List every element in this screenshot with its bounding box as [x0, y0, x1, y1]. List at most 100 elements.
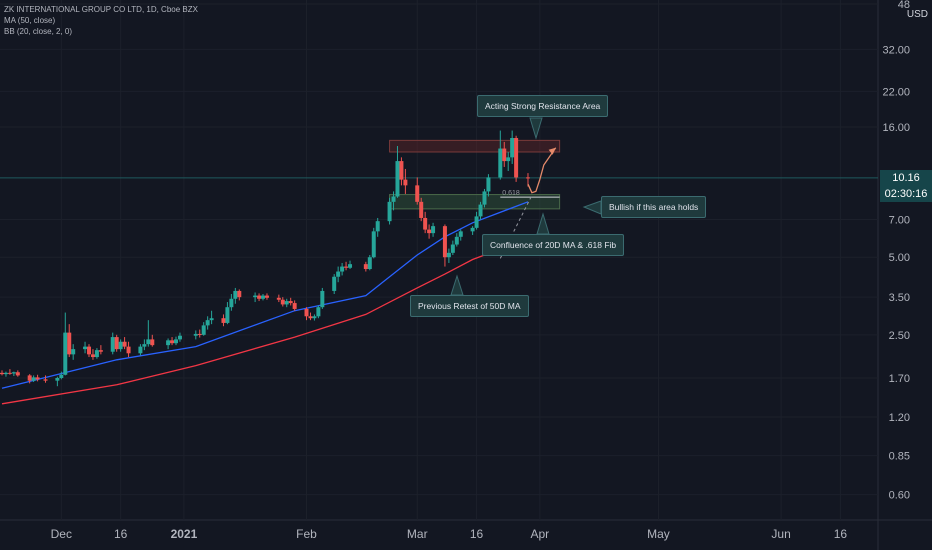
resistance-pointer [529, 117, 543, 140]
candle-body [498, 148, 503, 178]
candle [90, 349, 95, 360]
candle-body [98, 350, 103, 352]
candle [98, 345, 103, 355]
candle [288, 297, 293, 306]
candle [229, 294, 234, 311]
candle [205, 316, 210, 330]
candle-body [257, 295, 262, 299]
candle-body [288, 301, 293, 304]
candle [450, 240, 455, 256]
candle [174, 336, 179, 346]
candle-body [474, 216, 479, 228]
candle-body [454, 236, 459, 245]
candle-body [387, 201, 392, 222]
candle [514, 135, 519, 182]
bullish-annotation[interactable]: Bullish if this area holds [601, 196, 707, 218]
candle [166, 338, 171, 350]
candle [391, 191, 396, 211]
candle-body [336, 271, 341, 277]
candle [55, 376, 60, 387]
candle-body [142, 344, 147, 347]
candle-body [205, 320, 210, 326]
candle-body [264, 295, 269, 298]
price-axis[interactable]: 48 32.00 22.00 16.00 7.00 5.00 3.50 2.50 1.70 1.2… [882, 0, 910, 502]
candle [284, 298, 289, 308]
candle [261, 294, 266, 301]
ma-legend[interactable]: MA (50, close) [4, 16, 56, 25]
candle-body [43, 379, 48, 381]
candle-body [201, 325, 206, 335]
candle-body [280, 299, 285, 305]
candle [201, 322, 206, 336]
candle-body [332, 276, 337, 291]
projection-arrowhead [548, 147, 556, 155]
candle [474, 211, 479, 230]
candles [0, 130, 530, 387]
price-tick-label: 0.85 [889, 451, 910, 463]
candle [193, 330, 198, 340]
symbol-title[interactable]: ZK INTERNATIONAL GROUP CO LTD, 1D, Cboe … [4, 5, 198, 14]
candle-body [87, 346, 92, 355]
candle-body [320, 290, 325, 308]
candle [59, 371, 64, 380]
candle [375, 217, 380, 237]
candle-body [510, 138, 515, 158]
candle-body [193, 333, 198, 336]
candle-body [94, 350, 99, 358]
retest-annotation[interactable]: Previous Retest of 50D MA [410, 295, 529, 317]
candle-body [27, 375, 32, 381]
price-tick-label: 16.00 [882, 122, 910, 134]
candle-body [11, 372, 16, 374]
candle-body [525, 177, 530, 179]
candle [264, 293, 269, 300]
time-tick-label: Apr [531, 527, 550, 541]
candle-body [276, 297, 281, 300]
candle [316, 305, 321, 319]
candle-body [502, 148, 507, 162]
time-axis[interactable]: Dec 16 2021 Feb Mar 16 Apr May Jun 16 [51, 527, 848, 541]
candle-body [340, 266, 345, 272]
candle-body [221, 318, 226, 323]
candle-body [209, 318, 214, 321]
candle [482, 188, 487, 208]
indicator-lines [1, 201, 529, 405]
candle [221, 314, 226, 327]
candle [27, 374, 32, 384]
candle [94, 348, 99, 359]
last-price-tag: 10.16 [880, 170, 932, 186]
candle-body [399, 161, 404, 180]
candle-body [83, 346, 88, 350]
candle [304, 307, 309, 321]
resistance-annotation[interactable]: Acting Strong Resistance Area [477, 95, 609, 117]
candle-body [138, 346, 143, 354]
candle-body [284, 301, 289, 305]
candle-body [67, 332, 72, 355]
bb-legend[interactable]: BB (20, close, 2, 0) [4, 27, 73, 36]
time-tick-label: Jun [771, 527, 790, 541]
candle-body [126, 346, 131, 354]
candle-body [118, 341, 123, 350]
candle-body [150, 339, 155, 346]
candle [233, 287, 238, 304]
candle [478, 201, 483, 220]
candle-body [55, 378, 60, 381]
currency-label[interactable]: USD [906, 9, 928, 20]
candle [387, 197, 392, 225]
countdown-tag: 02:30:16 [880, 186, 932, 202]
candle [395, 146, 400, 198]
candle [280, 297, 285, 307]
candle [15, 370, 20, 377]
candle [83, 341, 88, 354]
ma50-line [1, 238, 529, 405]
fib-label: 0.618 [502, 190, 520, 197]
confluence-annotation[interactable]: Confluence of 20D MA & .618 Fib [482, 234, 625, 256]
candle [43, 375, 48, 383]
candle [138, 344, 143, 356]
candle [344, 261, 349, 271]
candle-body [312, 316, 317, 319]
confluence-pointer [536, 212, 550, 235]
candle-body [458, 231, 463, 237]
time-tick-label: 2021 [171, 527, 198, 541]
candle-body [63, 332, 68, 375]
